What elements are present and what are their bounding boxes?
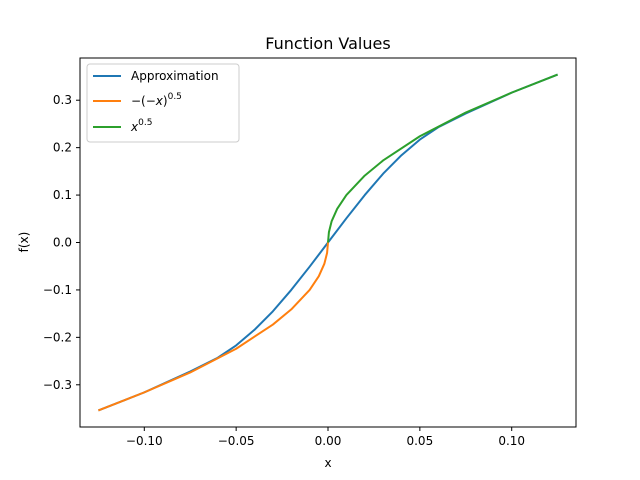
y-tick-label: 0.1 [53,188,72,202]
legend-box [86,63,240,143]
x-tick-label: 0.00 [315,434,342,448]
legend: Approximation −(−x)0.5 x0.5 [86,63,240,143]
y-tick-label: −0.2 [43,330,72,344]
x-tick-label: 0.10 [498,434,525,448]
plot-lines [98,73,558,412]
y-tick-label: 0.3 [53,93,72,107]
y-tick-label: −0.1 [43,283,72,297]
y-tick-label: 0.2 [53,141,72,155]
series-line-x-0-5 [327,73,558,243]
legend-label-neg-sqrt-neg-x: −(−x)0.5 [131,92,182,108]
x-tick-label: 0.05 [406,434,433,448]
y-axis-label: f(x) [17,232,31,253]
chart-title: Function Values [265,34,390,53]
x-axis-ticks: −0.10 −0.05 0.00 0.05 0.10 [126,427,525,448]
y-tick-label: 0.0 [53,236,72,250]
legend-label-approximation: Approximation [131,69,219,83]
x-axis-label: x [324,456,331,470]
series-line-x-0-5 [98,242,329,412]
legend-label-sqrt-x: x0.5 [130,118,152,134]
x-tick-label: −0.05 [218,434,255,448]
y-tick-label: −0.3 [43,378,72,392]
y-axis-ticks: −0.3 −0.2 −0.1 0.0 0.1 0.2 0.3 [43,93,80,392]
x-tick-label: −0.10 [126,434,163,448]
